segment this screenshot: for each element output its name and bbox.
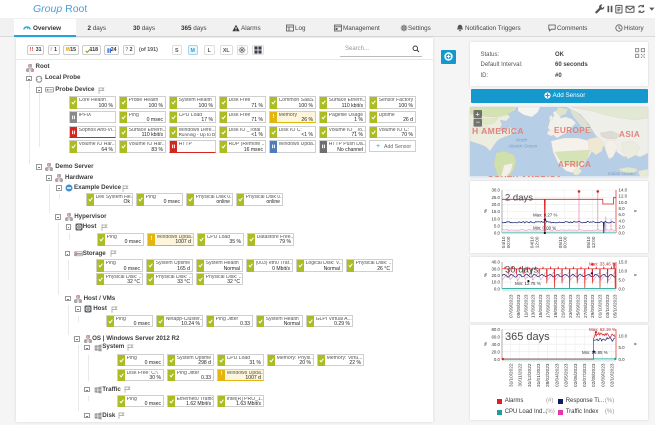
svg-text:10.0: 10.0 bbox=[619, 333, 628, 338]
svg-text:15/09/2023: 15/09/2023 bbox=[538, 294, 543, 318]
svg-text:00:00: 00:00 bbox=[506, 236, 511, 248]
svg-text:80.0: 80.0 bbox=[491, 326, 500, 331]
svg-text:21/09/2023: 21/09/2023 bbox=[561, 294, 566, 318]
svg-text:Indian Ocean: Indian Ocean bbox=[608, 171, 635, 176]
svg-text:Max: 9.27 %: Max: 9.27 % bbox=[533, 213, 557, 218]
svg-text:0.0: 0.0 bbox=[619, 231, 626, 236]
svg-text:02/05/2023: 02/05/2023 bbox=[564, 363, 569, 387]
svg-text:31/12/2022: 31/12/2022 bbox=[527, 363, 532, 387]
svg-text:8.0: 8.0 bbox=[619, 206, 626, 211]
svg-text:02/10/2023: 02/10/2023 bbox=[610, 363, 615, 387]
svg-text:0.0: 0.0 bbox=[619, 286, 626, 291]
svg-text:17/09/2023: 17/09/2023 bbox=[546, 294, 551, 318]
svg-text:#: # bbox=[633, 273, 638, 276]
svg-text:23/09/2023: 23/09/2023 bbox=[568, 294, 573, 318]
svg-text:12:00: 12:00 bbox=[591, 236, 596, 248]
svg-text:02/08/2023: 02/08/2023 bbox=[591, 363, 596, 387]
svg-text:5.0: 5.0 bbox=[619, 345, 626, 350]
svg-text:05/10/2023: 05/10/2023 bbox=[613, 294, 618, 318]
svg-text:Max: 33.46 %: Max: 33.46 % bbox=[589, 261, 616, 266]
svg-text:03/10/2023: 03/10/2023 bbox=[605, 294, 610, 318]
svg-text:13/09/2023: 13/09/2023 bbox=[531, 294, 536, 318]
svg-text:0.0: 0.0 bbox=[494, 286, 501, 291]
svg-text:#: # bbox=[633, 342, 638, 345]
svg-text:00:00: 00:00 bbox=[563, 236, 568, 248]
svg-text:05/10: 05/10 bbox=[558, 236, 563, 248]
svg-text:10.0: 10.0 bbox=[619, 200, 628, 205]
svg-text:Min: 0.00 %: Min: 0.00 % bbox=[533, 225, 556, 230]
svg-text:25/09/2023: 25/09/2023 bbox=[575, 294, 580, 318]
svg-text:EUROPE: EUROPE bbox=[554, 126, 591, 135]
svg-text:%: % bbox=[483, 341, 488, 345]
svg-text:Min: 19.85 %: Min: 19.85 % bbox=[582, 349, 608, 354]
svg-text:02/09/2023: 02/09/2023 bbox=[600, 363, 605, 387]
svg-text:12:00: 12:00 bbox=[534, 236, 539, 248]
svg-text:10.0: 10.0 bbox=[491, 279, 500, 284]
svg-text:11/09/2023: 11/09/2023 bbox=[523, 294, 528, 318]
svg-text:0.0: 0.0 bbox=[494, 356, 501, 361]
svg-text:40.0: 40.0 bbox=[491, 259, 500, 264]
svg-text:6.0: 6.0 bbox=[619, 212, 626, 217]
svg-text:0.0: 0.0 bbox=[494, 231, 501, 236]
svg-text:02/04/2023: 02/04/2023 bbox=[554, 363, 559, 387]
svg-text:20.0: 20.0 bbox=[491, 349, 500, 354]
svg-text:30.0: 30.0 bbox=[491, 266, 500, 271]
svg-text:14.0: 14.0 bbox=[619, 188, 628, 193]
svg-text:04/10: 04/10 bbox=[501, 236, 506, 248]
svg-text:27/09/2023: 27/09/2023 bbox=[583, 294, 588, 318]
svg-text:31/01/2023: 31/01/2023 bbox=[536, 363, 541, 387]
svg-text:%: % bbox=[483, 272, 488, 276]
svg-text:15.0: 15.0 bbox=[491, 209, 500, 214]
svg-text:Min: 12.75 %: Min: 12.75 % bbox=[515, 281, 541, 286]
svg-text:15.0: 15.0 bbox=[619, 259, 628, 264]
svg-text:04/10: 04/10 bbox=[530, 236, 535, 248]
svg-text:07/09/2023: 07/09/2023 bbox=[508, 294, 513, 318]
svg-text:28/02/2023: 28/02/2023 bbox=[545, 363, 550, 387]
svg-text:01/10/2023: 01/10/2023 bbox=[598, 294, 603, 318]
svg-text:−: − bbox=[476, 118, 481, 127]
svg-text:+: + bbox=[475, 110, 480, 119]
svg-text:365 days: 365 days bbox=[505, 330, 550, 342]
svg-text:10.0: 10.0 bbox=[491, 216, 500, 221]
svg-text:AFRICA: AFRICA bbox=[558, 160, 591, 169]
svg-text:North: North bbox=[516, 138, 528, 143]
svg-text:5.0: 5.0 bbox=[619, 277, 626, 282]
svg-text:4.0: 4.0 bbox=[619, 218, 626, 223]
svg-text:09/09/2023: 09/09/2023 bbox=[516, 294, 521, 318]
svg-text:05/10: 05/10 bbox=[586, 236, 591, 248]
svg-text:19/09/2023: 19/09/2023 bbox=[553, 294, 558, 318]
svg-text:02/07/2023: 02/07/2023 bbox=[582, 363, 587, 387]
svg-text:%: % bbox=[483, 209, 488, 213]
svg-text:30.0: 30.0 bbox=[491, 188, 500, 193]
svg-text:#: # bbox=[633, 209, 638, 212]
svg-text:ASIA: ASIA bbox=[619, 130, 640, 139]
svg-text:2 days: 2 days bbox=[505, 193, 533, 204]
svg-text:0.0: 0.0 bbox=[619, 356, 626, 361]
svg-text:20.0: 20.0 bbox=[491, 273, 500, 278]
svg-text:H AMERICA: H AMERICA bbox=[472, 126, 524, 136]
svg-text:60.0: 60.0 bbox=[491, 334, 500, 339]
svg-text:Atlantic Ocean: Atlantic Ocean bbox=[507, 144, 538, 149]
svg-text:2.0: 2.0 bbox=[619, 225, 626, 230]
svg-text:Max: 63.19 %: Max: 63.19 % bbox=[589, 327, 616, 332]
svg-text:02/06/2023: 02/06/2023 bbox=[573, 363, 578, 387]
svg-text:40.0: 40.0 bbox=[491, 341, 500, 346]
svg-text:30/11/2022: 30/11/2022 bbox=[518, 363, 523, 387]
svg-text:12.0: 12.0 bbox=[619, 194, 628, 199]
svg-text:31/10/2022: 31/10/2022 bbox=[508, 363, 513, 387]
svg-text:20.0: 20.0 bbox=[491, 202, 500, 207]
svg-text:5.0: 5.0 bbox=[494, 223, 501, 228]
svg-text:10.0: 10.0 bbox=[619, 268, 628, 273]
svg-text:SOUTH AMERICA: SOUTH AMERICA bbox=[488, 175, 562, 177]
svg-text:30 days: 30 days bbox=[505, 264, 539, 275]
svg-text:29/09/2023: 29/09/2023 bbox=[590, 294, 595, 318]
svg-text:25.0: 25.0 bbox=[491, 195, 500, 200]
